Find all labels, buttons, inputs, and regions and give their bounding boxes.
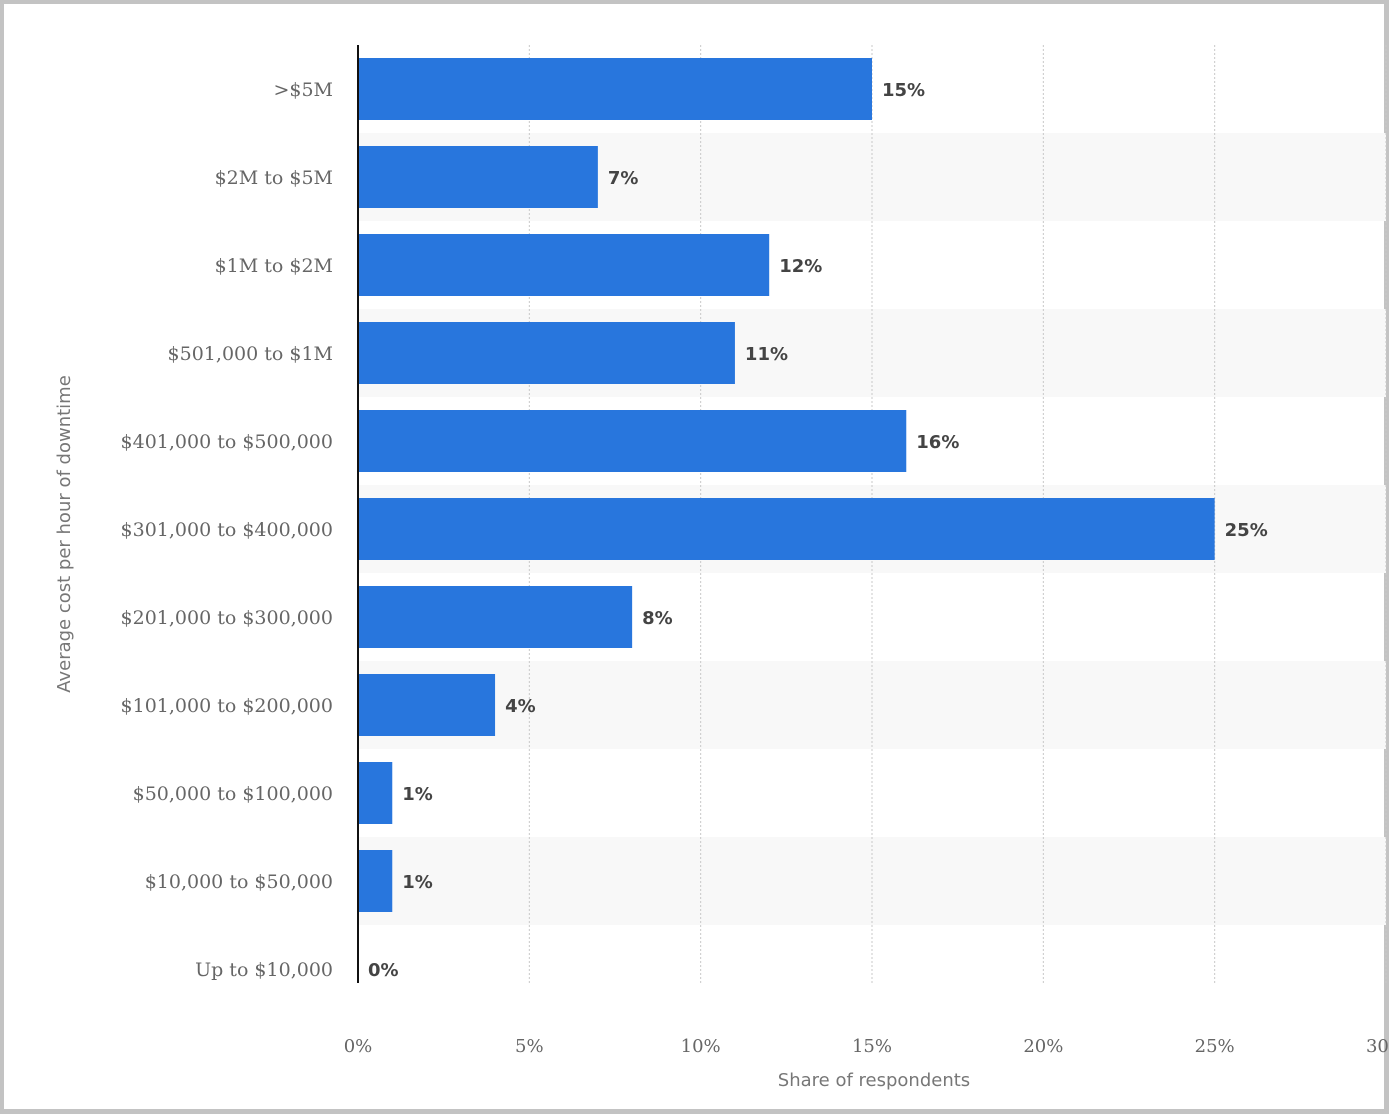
x-tick-label: 15%	[852, 1036, 892, 1057]
bar	[358, 410, 907, 472]
data-label: 4%	[505, 696, 536, 717]
bar	[358, 58, 872, 120]
x-axis-title: Share of respondents	[778, 1070, 970, 1091]
data-label: 11%	[745, 344, 788, 365]
data-label: 16%	[916, 432, 959, 453]
category-label: $1M to $2M	[215, 255, 333, 277]
data-label: 12%	[779, 256, 822, 277]
bar	[358, 146, 598, 208]
category-label: $10,000 to $50,000	[145, 871, 333, 893]
category-label: $101,000 to $200,000	[121, 695, 333, 717]
data-label: 25%	[1225, 520, 1268, 541]
data-label: 8%	[642, 608, 673, 629]
category-label: $501,000 to $1M	[168, 343, 333, 365]
x-tick-label: 5%	[515, 1036, 544, 1057]
bar	[358, 762, 393, 824]
chart-frame: Average cost per hour of downtime Share …	[4, 4, 1389, 1109]
category-label: $301,000 to $400,000	[121, 519, 333, 541]
bar	[358, 498, 1215, 560]
bar	[358, 850, 393, 912]
category-label: $201,000 to $300,000	[121, 607, 333, 629]
x-tick-label: 0%	[344, 1036, 373, 1057]
bar	[358, 586, 633, 648]
bar-chart: Average cost per hour of downtime Share …	[54, 45, 1389, 1091]
category-label: >$5M	[273, 79, 333, 101]
category-label: $50,000 to $100,000	[133, 783, 333, 805]
x-tick-label: 10%	[681, 1036, 721, 1057]
data-label: 1%	[402, 784, 433, 805]
data-label: 0%	[368, 960, 399, 981]
x-tick-label: 25%	[1195, 1036, 1235, 1057]
data-label: 7%	[608, 168, 639, 189]
category-label: $401,000 to $500,000	[121, 431, 333, 453]
bar	[358, 674, 496, 736]
x-tick-label: 20%	[1023, 1036, 1063, 1057]
data-label: 15%	[882, 80, 925, 101]
bar	[358, 234, 770, 296]
category-label: $2M to $5M	[215, 167, 333, 189]
y-axis-title: Average cost per hour of downtime	[54, 375, 75, 693]
x-tick-label: 30%	[1366, 1036, 1389, 1057]
bar	[358, 322, 735, 384]
data-label: 1%	[402, 872, 433, 893]
category-label: Up to $10,000	[195, 959, 333, 981]
